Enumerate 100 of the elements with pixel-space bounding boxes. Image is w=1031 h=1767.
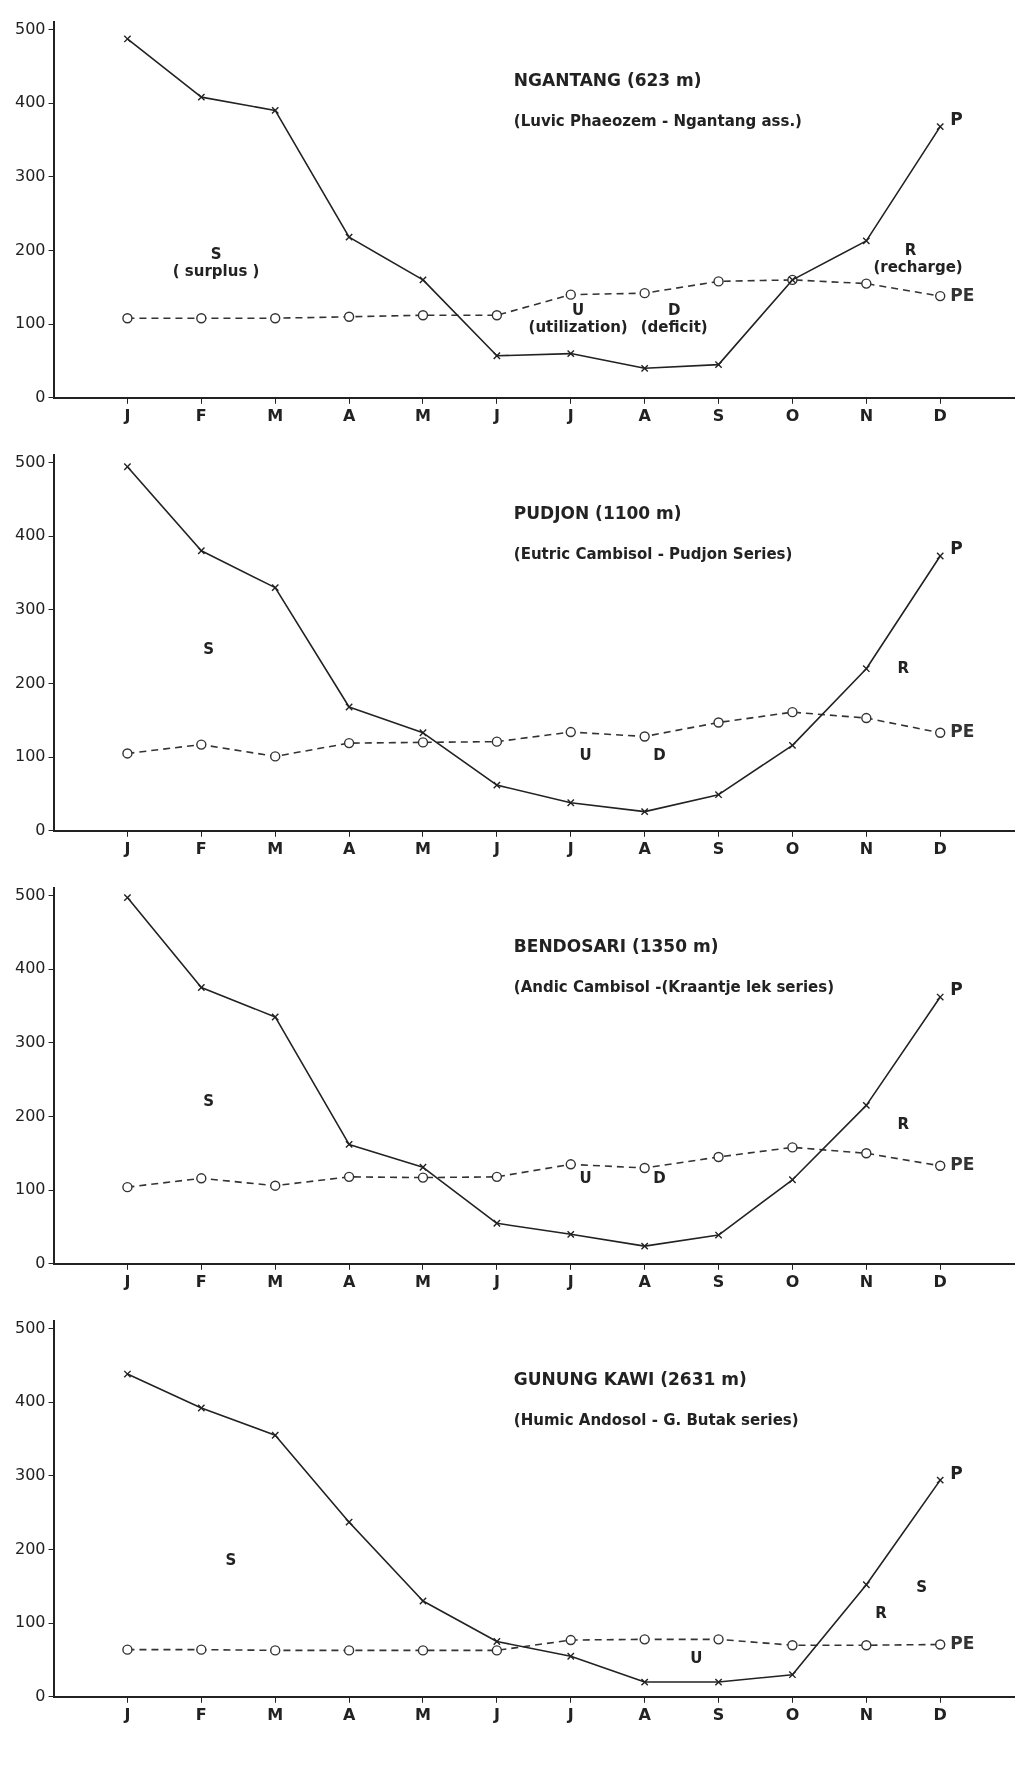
point [271,106,280,115]
point [343,737,355,749]
text: BENDOSARI (1350 m) [513,936,719,957]
annotation: R [904,241,917,260]
point [788,1670,797,1679]
point [417,1172,429,1183]
point [565,289,576,300]
point [566,349,575,358]
point [936,552,945,560]
point [639,1634,650,1645]
x-tick-label: J [566,405,574,425]
x-tick-label: F [195,838,207,858]
point [343,1645,355,1656]
y-tick-label: 400 [14,92,46,112]
x-tick-label: A [638,1271,652,1291]
y-tick-label: 0 [35,1685,46,1705]
point [640,364,649,373]
point [861,1148,872,1159]
y-tick-label: 100 [14,746,46,766]
point [197,546,206,555]
x-tick-label: J [566,1271,574,1291]
point [787,706,798,718]
annotation: D [653,1169,666,1188]
point [345,233,353,242]
x-tick-label: A [342,1704,356,1724]
point [123,1370,132,1378]
x-tick-label: J [123,1704,131,1724]
y-tick-label: 100 [14,313,46,333]
annotation: D [653,745,666,764]
x-tick-label: J [492,838,500,858]
point [345,703,353,711]
series-label: PE [950,1154,975,1175]
x-tick-label: M [415,838,431,858]
point [862,664,871,673]
y-tick-label: 500 [14,1317,46,1337]
y-tick-label: 300 [14,1464,46,1484]
annotation: ( surplus ) [172,261,260,280]
y-tick-label: 500 [14,451,46,471]
point [935,1639,946,1650]
point [714,1231,723,1239]
point [566,798,575,807]
point [270,751,281,762]
point [270,1645,281,1656]
x-tick-label: O [785,838,800,858]
point [565,1634,576,1646]
point [345,1140,353,1149]
point [862,1101,871,1110]
point [492,1637,501,1646]
x-tick-label: D [933,1271,947,1291]
text: (Luvic Phaeozem - Ngantang ass.) [513,111,802,130]
y-tick-label: 0 [35,819,46,839]
x-tick-label: F [195,1271,207,1291]
text: (Eutric Cambisol - Pudjon Series) [513,544,793,563]
point [417,1645,429,1656]
annotation: (recharge) [873,258,963,277]
x-tick-label: D [933,405,947,425]
x-tick-label: M [415,405,431,425]
point [196,1644,207,1655]
series-label: PE [950,721,975,742]
x-tick-label: S [712,1271,725,1291]
point [936,122,945,131]
point [639,1162,650,1174]
y-tick-label: 500 [14,884,46,904]
point [566,1652,575,1661]
point [491,736,503,747]
point [419,728,427,737]
y-tick-label: 400 [14,1391,46,1411]
point [936,993,945,1001]
x-tick-label: N [859,405,874,425]
point [640,807,649,816]
x-tick-label: M [267,1271,284,1291]
point [343,1171,355,1183]
point [862,236,871,245]
point [491,1171,503,1183]
point [935,290,946,302]
annotation: U [690,1649,703,1668]
x-tick-label: J [123,405,131,425]
x-tick-label: O [785,1271,800,1291]
x-tick-label: S [712,838,725,858]
annotation: (deficit) [640,318,708,337]
y-tick-label: 400 [14,958,46,978]
y-tick-label: 200 [14,239,46,259]
point [861,278,872,289]
y-tick-label: 200 [14,672,46,692]
series-label: PE [950,1632,975,1653]
x-tick-label: A [638,838,652,858]
y-tick-label: 300 [14,598,46,618]
point [713,717,724,728]
point [565,726,576,738]
point [270,313,281,324]
y-tick-label: 0 [35,1252,46,1272]
point [492,781,501,789]
point [640,1242,649,1250]
x-tick-label: M [267,838,284,858]
annotation: U [579,1169,592,1188]
point [491,1645,503,1656]
x-tick-label: J [566,838,574,858]
point [271,1431,280,1440]
text: PUDJON (1100 m) [513,503,682,524]
point [417,737,429,748]
